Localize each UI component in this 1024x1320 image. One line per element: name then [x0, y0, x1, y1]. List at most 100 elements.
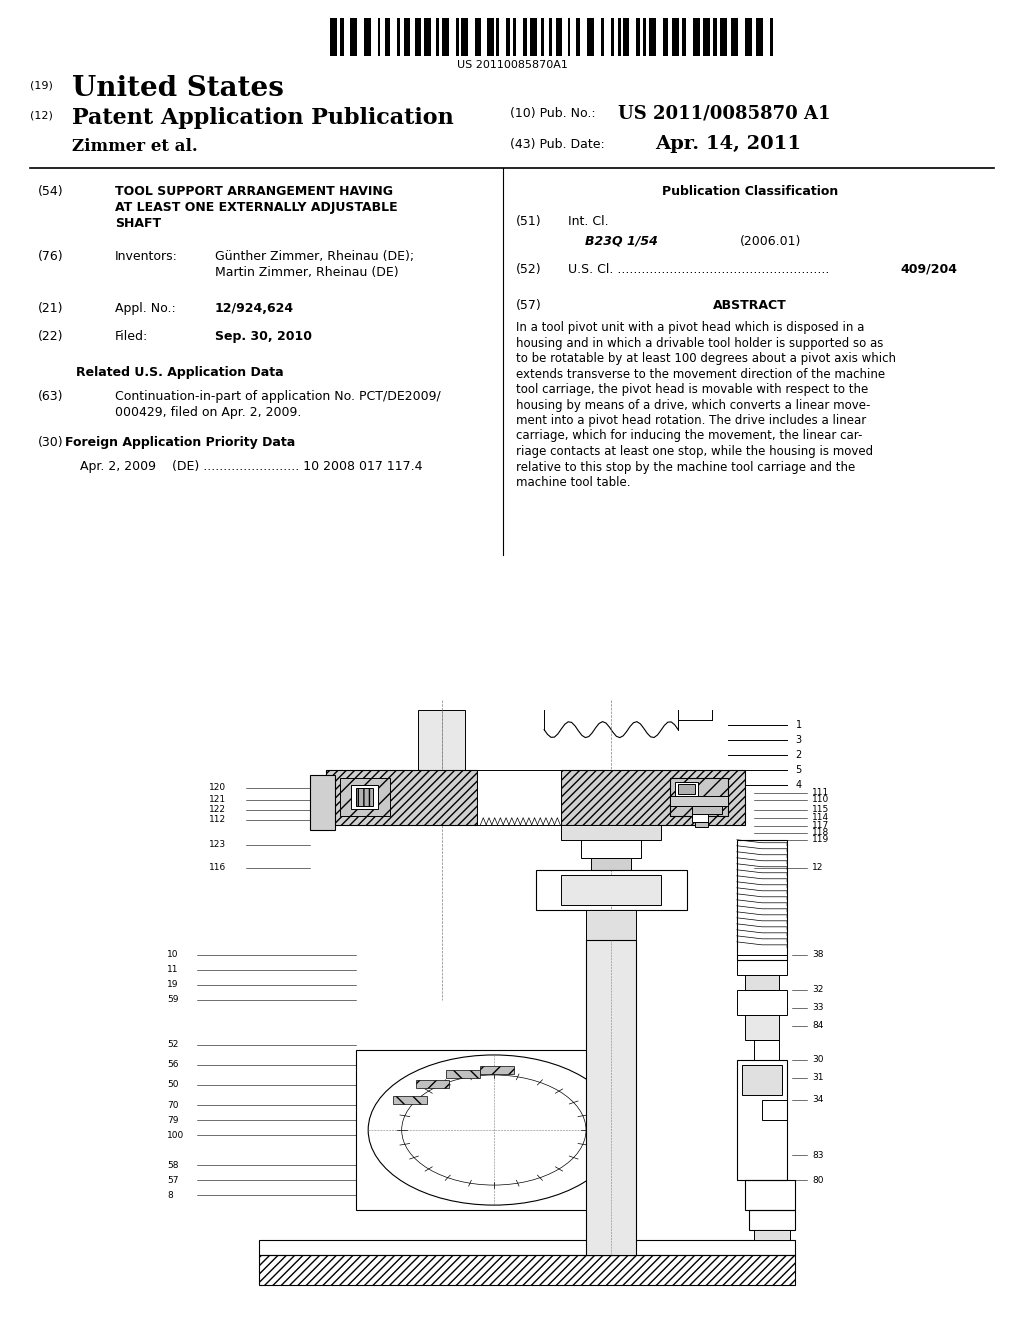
- Text: In a tool pivot unit with a pivot head which is disposed in a: In a tool pivot unit with a pivot head w…: [516, 321, 864, 334]
- Text: (19): (19): [30, 81, 53, 90]
- Text: AT LEAST ONE EXTERNALLY ADJUSTABLE: AT LEAST ONE EXTERNALLY ADJUSTABLE: [115, 201, 397, 214]
- Text: (43) Pub. Date:: (43) Pub. Date:: [510, 139, 605, 150]
- Bar: [364, 18, 371, 55]
- Bar: [581, 840, 641, 858]
- Bar: [259, 1241, 796, 1255]
- Text: Apr. 14, 2011: Apr. 14, 2011: [655, 135, 801, 153]
- Bar: [424, 18, 431, 55]
- Text: to be rotatable by at least 100 degrees about a pivot axis which: to be rotatable by at least 100 degrees …: [516, 352, 896, 366]
- Text: 100: 100: [167, 1130, 184, 1139]
- Text: 1: 1: [796, 719, 802, 730]
- Text: 114: 114: [812, 813, 829, 822]
- Text: 38: 38: [812, 950, 823, 960]
- Bar: [643, 18, 646, 55]
- Text: 58: 58: [167, 1160, 178, 1170]
- Text: (54): (54): [38, 185, 63, 198]
- Bar: [745, 975, 778, 990]
- Text: 79: 79: [167, 1115, 178, 1125]
- Bar: [506, 18, 510, 55]
- Bar: [529, 18, 537, 55]
- Text: US 20110085870A1: US 20110085870A1: [457, 59, 567, 70]
- Bar: [356, 788, 373, 805]
- Text: 2: 2: [796, 750, 802, 759]
- Bar: [480, 1067, 514, 1074]
- Bar: [731, 18, 738, 55]
- Text: Foreign Application Priority Data: Foreign Application Priority Data: [65, 436, 295, 449]
- Bar: [259, 1255, 796, 1286]
- Bar: [691, 805, 722, 813]
- Bar: [587, 18, 594, 55]
- Bar: [673, 18, 679, 55]
- Text: (22): (22): [38, 330, 63, 343]
- Text: Appl. No.:: Appl. No.:: [115, 302, 176, 315]
- Bar: [416, 18, 421, 55]
- Bar: [693, 18, 700, 55]
- Text: (2006.01): (2006.01): [740, 235, 802, 248]
- Text: 31: 31: [812, 1073, 823, 1082]
- Bar: [384, 18, 390, 55]
- Text: 80: 80: [812, 1176, 823, 1184]
- Text: B23Q 1/54: B23Q 1/54: [585, 235, 657, 248]
- Bar: [404, 18, 410, 55]
- Bar: [737, 954, 787, 975]
- Bar: [695, 822, 709, 826]
- Text: 12/924,624: 12/924,624: [215, 302, 294, 315]
- Text: 115: 115: [812, 805, 829, 814]
- Text: 32: 32: [812, 986, 823, 994]
- Bar: [663, 18, 669, 55]
- Bar: [349, 18, 356, 55]
- Text: 8: 8: [167, 1191, 173, 1200]
- Text: (52): (52): [516, 263, 542, 276]
- Bar: [446, 1069, 479, 1077]
- Text: Sep. 30, 2010: Sep. 30, 2010: [215, 330, 312, 343]
- Text: 10: 10: [167, 950, 178, 960]
- Bar: [762, 1100, 787, 1119]
- Bar: [486, 18, 494, 55]
- Text: 3: 3: [796, 735, 802, 744]
- Bar: [356, 1049, 633, 1210]
- Text: 119: 119: [812, 836, 829, 845]
- Text: 121: 121: [209, 795, 226, 804]
- Bar: [713, 18, 717, 55]
- Text: Publication Classification: Publication Classification: [662, 185, 838, 198]
- Text: housing by means of a drive, which converts a linear move-: housing by means of a drive, which conve…: [516, 399, 870, 412]
- Text: 112: 112: [209, 816, 226, 824]
- Bar: [648, 18, 655, 55]
- Bar: [745, 18, 752, 55]
- Text: riage contacts at least one stop, while the housing is moved: riage contacts at least one stop, while …: [516, 445, 873, 458]
- Text: relative to this stop by the machine tool carriage and the: relative to this stop by the machine too…: [516, 461, 855, 474]
- Text: Continuation-in-part of application No. PCT/DE2009/: Continuation-in-part of application No. …: [115, 389, 440, 403]
- Text: Related U.S. Application Data: Related U.S. Application Data: [76, 366, 284, 379]
- Bar: [749, 1210, 796, 1230]
- Bar: [703, 18, 710, 55]
- Bar: [678, 784, 695, 793]
- Bar: [330, 18, 337, 55]
- Text: (63): (63): [38, 389, 63, 403]
- Bar: [462, 18, 468, 55]
- Bar: [561, 875, 662, 904]
- Bar: [397, 18, 400, 55]
- Bar: [720, 18, 727, 55]
- Text: United States: United States: [72, 75, 284, 102]
- Text: 19: 19: [167, 981, 178, 990]
- Text: Filed:: Filed:: [115, 330, 148, 343]
- Bar: [561, 770, 745, 825]
- Text: ABSTRACT: ABSTRACT: [713, 300, 786, 312]
- Bar: [456, 18, 459, 55]
- Bar: [393, 1096, 427, 1104]
- Text: extends transverse to the movement direction of the machine: extends transverse to the movement direc…: [516, 367, 885, 380]
- Text: U.S. Cl. .....................................................: U.S. Cl. ...............................…: [568, 263, 829, 276]
- Text: (76): (76): [38, 249, 63, 263]
- Bar: [682, 18, 686, 55]
- Text: Günther Zimmer, Rheinau (DE);: Günther Zimmer, Rheinau (DE);: [215, 249, 414, 263]
- Bar: [745, 1180, 796, 1210]
- Text: 56: 56: [167, 1060, 178, 1069]
- Text: 83: 83: [812, 1151, 823, 1159]
- Bar: [340, 777, 390, 816]
- Text: (12): (12): [30, 110, 53, 120]
- Bar: [575, 18, 581, 55]
- Bar: [737, 1060, 787, 1180]
- Bar: [416, 1080, 450, 1088]
- Bar: [378, 18, 380, 55]
- Text: housing and in which a drivable tool holder is supported so as: housing and in which a drivable tool hol…: [516, 337, 884, 350]
